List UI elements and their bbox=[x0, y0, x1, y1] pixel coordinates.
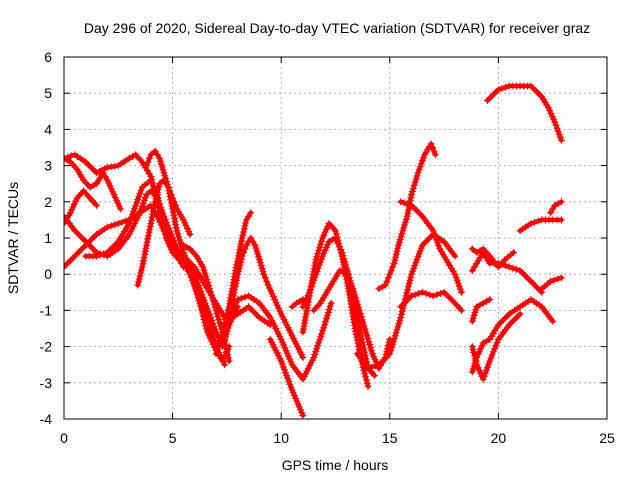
y-tick-label: 4 bbox=[44, 121, 52, 137]
series-markers bbox=[484, 82, 565, 144]
series-markers bbox=[468, 296, 494, 325]
y-tick-label: -2 bbox=[40, 339, 53, 355]
x-tick-labels: 0 5 10 15 20 25 bbox=[60, 430, 615, 446]
y-tick-label: -4 bbox=[40, 411, 53, 427]
y-axis-label: SDTVAR / TECUs bbox=[5, 182, 21, 294]
series-track-f bbox=[82, 176, 187, 271]
series-markers bbox=[82, 176, 187, 271]
series-track-ac bbox=[547, 198, 565, 217]
x-tick-label: 0 bbox=[60, 430, 68, 446]
series-track bbox=[64, 188, 99, 226]
x-axis-label: GPS time / hours bbox=[282, 457, 389, 473]
series-markers bbox=[468, 249, 546, 296]
series-track-aa bbox=[484, 82, 565, 144]
series-track-q bbox=[310, 267, 394, 372]
y-tick-label: -3 bbox=[40, 375, 53, 391]
series-track-k bbox=[221, 234, 307, 361]
series-layer bbox=[64, 82, 565, 419]
x-tick-label: 10 bbox=[273, 430, 289, 446]
series-track-ad bbox=[538, 274, 565, 293]
series-markers bbox=[225, 292, 335, 383]
series-track-v bbox=[468, 296, 494, 325]
y-tick-labels: -4 -3 -2 -1 0 1 2 3 4 5 6 bbox=[40, 49, 53, 427]
series-track-m bbox=[266, 335, 307, 419]
series-track-x bbox=[468, 249, 546, 296]
series-markers bbox=[538, 274, 565, 293]
series-markers bbox=[397, 288, 465, 314]
series-markers bbox=[353, 230, 459, 372]
series-track-z bbox=[468, 296, 557, 376]
y-tick-label: 1 bbox=[44, 230, 52, 246]
x-tick-label: 25 bbox=[599, 430, 615, 446]
series-track-b bbox=[64, 154, 124, 213]
series-markers bbox=[516, 216, 565, 235]
y-tick-label: -1 bbox=[40, 302, 53, 318]
series-markers bbox=[547, 198, 565, 217]
x-tick-label: 20 bbox=[491, 430, 507, 446]
y-tick-label: 2 bbox=[44, 194, 52, 210]
series-markers bbox=[64, 154, 124, 213]
series-track-n bbox=[288, 296, 307, 311]
series-track-u bbox=[397, 288, 465, 314]
y-tick-label: 5 bbox=[44, 85, 52, 101]
chart-title: Day 296 of 2020, Sidereal Day-to-day VTE… bbox=[84, 20, 590, 36]
series-markers bbox=[397, 198, 465, 296]
series-track-s bbox=[353, 230, 459, 372]
series-markers bbox=[468, 296, 557, 376]
series-track-g bbox=[134, 176, 194, 289]
y-tick-label: 6 bbox=[44, 49, 52, 65]
y-tick-label: 0 bbox=[44, 266, 52, 282]
x-tick-label: 5 bbox=[169, 430, 177, 446]
series-markers bbox=[266, 335, 307, 419]
series-track-t bbox=[397, 198, 465, 296]
series-track-l bbox=[225, 292, 335, 383]
series-track-ab bbox=[516, 216, 565, 235]
ticks bbox=[63, 56, 608, 420]
y-tick-label: 3 bbox=[44, 158, 52, 174]
x-tick-label: 15 bbox=[382, 430, 398, 446]
series-markers bbox=[288, 296, 307, 311]
